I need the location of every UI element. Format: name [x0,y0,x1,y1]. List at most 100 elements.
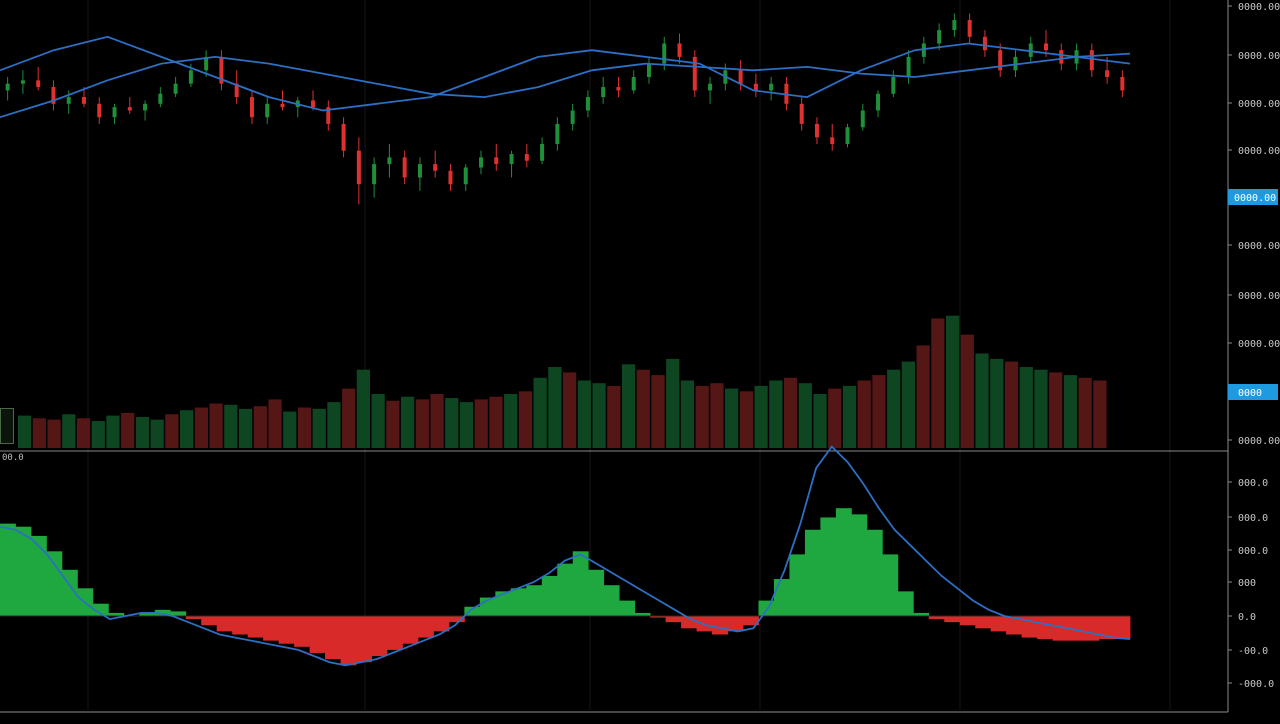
candle-body [494,157,499,165]
volume-bar [1078,377,1092,448]
histogram-bar [1099,616,1115,640]
indicator-histogram [0,508,1131,666]
candle-body [891,77,896,94]
volume-bar [209,403,223,448]
volume-bar [1019,367,1033,448]
indicator-tick-label: -000.0 [1238,679,1274,690]
volume-bar [783,377,798,448]
histogram-bar [866,529,883,616]
histogram-bar [309,616,326,653]
volume-bar [1004,361,1019,448]
histogram-bar [1083,616,1100,641]
price-axis[interactable]: 0000.00 0000.00 0000.00 0000.00 0000.00 0000.… [1228,2,1280,447]
volume-bar [474,399,488,448]
histogram-bar [897,591,914,616]
candle-body [448,170,453,185]
candle-body [799,103,804,124]
candle-body [585,97,590,111]
candle-body [143,103,148,111]
candle-body [631,77,636,91]
candle-body [845,127,850,144]
volume-bar [857,380,871,448]
candle-body [982,36,987,51]
indicator-tick-label: 000.0 [1238,478,1268,489]
volume-bar [666,358,680,448]
candle-body [555,123,560,144]
indicator-axis[interactable]: 000.0 000.0 000.0 000 0.0 -00.0 -000.0 [1228,478,1274,690]
volume-bar [916,345,930,448]
histogram-bar [712,616,728,635]
candle-body [921,43,926,57]
candle-body [249,97,254,118]
histogram-bar [278,616,295,644]
candle-body [234,83,239,98]
candle-body [479,157,484,168]
candle-body [188,70,193,84]
volume-bar [371,394,385,448]
volume-bar [1049,372,1063,448]
volume-bar [415,399,429,448]
candle-body [540,144,545,161]
histogram-bar [572,551,589,616]
candle-body [127,107,132,111]
histogram-bar [417,616,434,638]
histogram-bar [928,616,945,620]
indicator-signal-line [0,445,1131,667]
candle-body [372,164,377,185]
candle-body [662,43,667,64]
candle-body [97,103,102,118]
histogram-bar [170,611,187,616]
volume-bar [342,388,356,448]
volume-bar [533,377,547,448]
histogram-bar [882,554,899,616]
histogram-bar [619,600,636,616]
volume-bar [356,369,371,448]
price-badge-label: 0000.00 [1234,193,1276,204]
volume-bar [901,361,916,448]
indicator-pane-label: 00.0 [2,453,24,463]
histogram-bar [526,585,543,616]
volume-bar [1063,375,1078,448]
volume-bar [106,415,120,448]
candle-body [417,164,422,178]
volume-bar [695,385,709,448]
volume-bar [253,406,267,448]
volume-bar [887,369,901,448]
histogram-bar [913,612,930,616]
candlesticks[interactable] [5,13,1125,205]
histogram-bar [154,609,171,616]
candle-body [830,137,835,144]
histogram-bar [325,616,341,660]
candle-body [66,97,71,104]
volume-bar [238,408,253,448]
volume-bar [607,385,621,448]
candle-body [906,56,911,77]
histogram-bar [603,585,620,616]
histogram-bar [108,612,125,616]
volume-bar [577,380,591,448]
histogram-bar [634,612,651,616]
candle-body [769,83,774,91]
histogram-bar [1052,616,1069,641]
volume-bar [459,402,474,448]
volume-bar [47,419,61,448]
candle-body [356,150,361,185]
candle-body [677,43,682,57]
candle-body [753,83,758,91]
candle-body [311,100,316,108]
volume-bar [91,421,105,448]
volume-bar [312,408,326,448]
histogram-bar [201,616,218,626]
histogram-bar [216,616,233,632]
histogram-bar [232,616,249,635]
candle-body [1120,77,1125,91]
volume-bar [135,416,150,448]
volume-bar [842,385,857,448]
candle-body [341,123,346,151]
candle-body [173,83,178,94]
histogram-bar [804,529,821,616]
volume-bar [400,396,415,448]
volume-bar [268,399,282,448]
